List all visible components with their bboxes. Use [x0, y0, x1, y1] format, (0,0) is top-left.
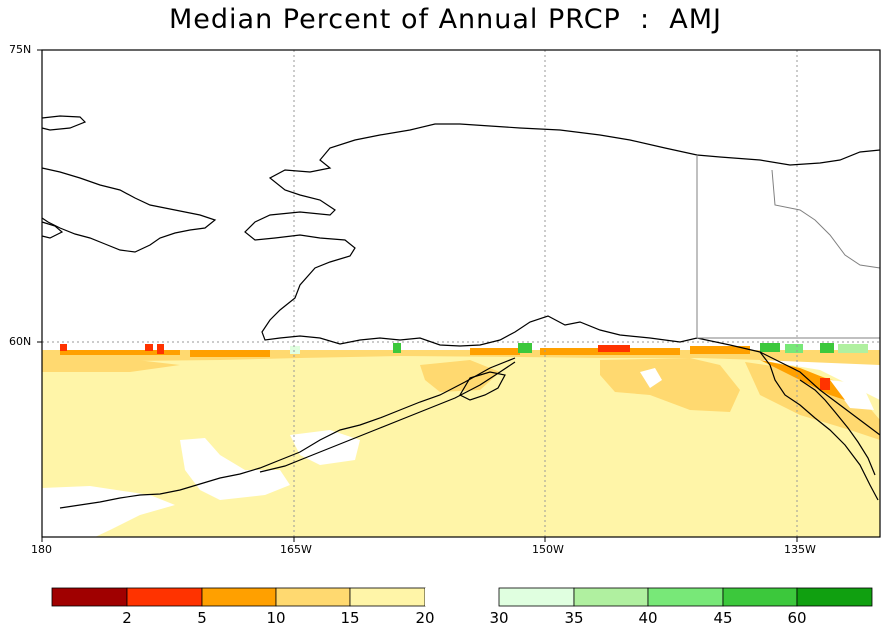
band-5-10-a [190, 350, 270, 357]
axis-ticks [37, 49, 798, 542]
cell-2-5-c [157, 344, 164, 354]
colorbar-box-8 [573, 587, 649, 607]
cell-green-d [785, 344, 803, 353]
patch-white-c [42, 486, 175, 537]
colorbar-label-30: 30 [489, 609, 509, 627]
lon-label-180: 180 [31, 543, 52, 556]
map-title: Median Percent of Annual PRCP : AMJ [169, 4, 722, 35]
lat-label-75n: 75N [9, 43, 32, 56]
colorbar-box-2 [126, 587, 203, 607]
alaska-coast [244, 123, 881, 436]
cell-green-f [838, 344, 868, 353]
colorbar-label-60: 60 [787, 609, 807, 627]
gridlines [42, 50, 880, 537]
colorbar-label-20: 20 [415, 609, 435, 627]
patch-10-15-b [420, 360, 500, 392]
colorbar-label-40: 40 [638, 609, 658, 627]
patch-white-d [640, 368, 662, 388]
cell-green-b [518, 343, 532, 353]
seward-peninsula [41, 167, 217, 253]
colorbar-box-6 [425, 588, 499, 606]
patch-10-15-a [42, 358, 180, 372]
colorbar-box-7 [498, 587, 575, 607]
colorbar-box-4 [275, 587, 351, 607]
cell-2-5-e [820, 378, 830, 390]
band-5-10-e [60, 350, 180, 355]
colorbar-label-2: 2 [122, 609, 132, 627]
alexander-archipelago [799, 379, 876, 476]
colorbar-box-3 [201, 587, 277, 607]
patch-white-b [290, 430, 360, 465]
yukon-nwt-border [771, 169, 881, 269]
lon-label-135w: 135W [784, 543, 816, 556]
colorbar-label-15: 15 [340, 609, 360, 627]
colorbar-label-35: 35 [564, 609, 584, 627]
colorbar-label-45: 45 [713, 609, 733, 627]
map-frame [41, 49, 881, 538]
nunivak-region [41, 221, 64, 239]
patch-white-e [830, 380, 874, 410]
precip-field [42, 343, 880, 537]
coastline [41, 115, 881, 509]
cell-green-e [820, 343, 834, 353]
colorbar-box-5 [349, 587, 426, 607]
colorbar [51, 587, 873, 607]
band-5-10-d [690, 346, 750, 354]
cell-2-5-a [60, 344, 67, 351]
patch-white-a [180, 438, 290, 500]
band-5-10-b [470, 348, 520, 355]
colorbar-box-9 [647, 587, 724, 607]
alaska-peninsula-south [259, 361, 516, 473]
political-border [696, 155, 881, 339]
colorbar-label-10: 10 [266, 609, 286, 627]
st-lawrence-island [41, 115, 87, 131]
se-alaska-islands [759, 351, 879, 501]
cell-green-g [290, 346, 300, 354]
colorbar-label-5: 5 [197, 609, 207, 627]
colorbar-box-11 [796, 587, 873, 607]
patch-10-15-c [600, 358, 740, 412]
cell-2-5-d [598, 345, 630, 352]
colorbar-box-10 [722, 587, 798, 607]
kodiak-island [459, 371, 506, 401]
lat-label-60n: 60N [9, 335, 32, 348]
alaska-peninsula [59, 357, 516, 509]
cell-green-c [760, 343, 780, 352]
patch-10-15-d [745, 362, 880, 440]
lon-label-150w: 150W [532, 543, 564, 556]
cell-green-a [393, 343, 401, 353]
lon-label-165w: 165W [280, 543, 312, 556]
colorbar-box-1 [51, 587, 128, 607]
cell-2-5-b [145, 344, 153, 351]
